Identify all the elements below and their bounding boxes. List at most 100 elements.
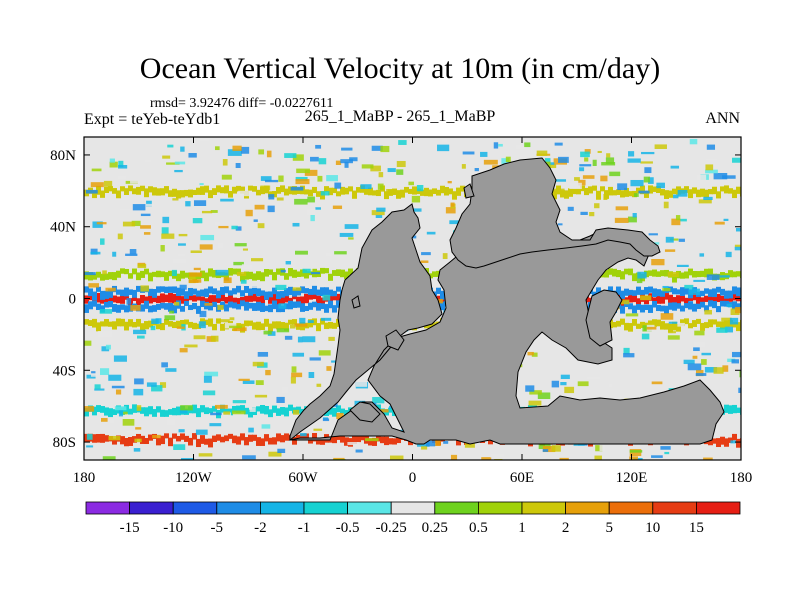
field-band-7 xyxy=(176,435,181,442)
field-band-5 xyxy=(132,188,137,195)
field-band-1 xyxy=(184,291,189,299)
field-band-5 xyxy=(584,187,589,196)
field-cell xyxy=(171,269,177,277)
field-cell xyxy=(695,373,707,376)
field-band-4 xyxy=(248,320,253,326)
field-cell xyxy=(668,331,676,334)
field-band-2 xyxy=(636,303,641,310)
field-band-6 xyxy=(200,405,205,413)
field-band-5 xyxy=(656,186,661,194)
field-band-5 xyxy=(716,191,721,199)
field-cell xyxy=(443,441,449,444)
field-band-7 xyxy=(160,435,165,445)
field-band-4 xyxy=(660,321,665,330)
field-cell xyxy=(133,448,141,452)
field-band-1 xyxy=(292,289,297,297)
field-cell xyxy=(144,159,151,163)
field-band-5 xyxy=(736,186,741,194)
field-band-5 xyxy=(692,187,697,194)
field-band-1 xyxy=(628,289,633,296)
field-band-0 xyxy=(272,293,277,303)
field-band-4 xyxy=(684,318,689,325)
field-cell xyxy=(109,418,115,424)
field-cell xyxy=(567,206,574,211)
field-cell xyxy=(544,158,551,164)
field-band-2 xyxy=(716,306,721,313)
field-cell xyxy=(200,234,215,241)
field-band-2 xyxy=(160,302,165,309)
field-band-4 xyxy=(160,322,165,331)
field-cell xyxy=(140,285,149,292)
field-cell xyxy=(134,438,142,443)
field-band-7 xyxy=(180,433,185,440)
field-band-4 xyxy=(652,319,657,327)
field-band-2 xyxy=(736,303,741,311)
field-cell xyxy=(605,157,615,164)
field-band-6 xyxy=(128,408,133,415)
field-cell xyxy=(701,352,712,356)
field-band-1 xyxy=(436,287,441,294)
field-cell xyxy=(586,376,601,380)
field-cell xyxy=(671,218,681,226)
field-band-2 xyxy=(84,304,89,313)
field-cell xyxy=(349,157,358,162)
field-band-1 xyxy=(632,290,637,296)
field-band-4 xyxy=(136,318,141,327)
field-band-3 xyxy=(692,271,697,278)
field-band-7 xyxy=(720,436,725,445)
field-band-5 xyxy=(652,186,657,192)
field-band-1 xyxy=(228,290,233,296)
field-cell xyxy=(102,456,116,460)
field-band-1 xyxy=(288,286,293,296)
field-cell xyxy=(192,218,203,224)
field-cell xyxy=(325,253,333,257)
field-band-5 xyxy=(460,185,465,192)
field-band-7 xyxy=(304,433,309,439)
field-band-7 xyxy=(280,435,285,443)
field-cell xyxy=(198,138,210,142)
field-band-2 xyxy=(112,304,117,312)
field-band-2 xyxy=(212,301,217,308)
field-band-5 xyxy=(180,190,185,199)
field-band-1 xyxy=(700,290,705,297)
field-band-6 xyxy=(280,407,285,415)
field-band-6 xyxy=(148,406,153,415)
field-band-7 xyxy=(196,438,201,448)
field-band-0 xyxy=(216,295,221,303)
field-cell xyxy=(190,250,202,254)
field-cell xyxy=(217,242,224,249)
field-cell xyxy=(524,142,531,148)
field-band-1 xyxy=(332,290,337,297)
field-cell xyxy=(706,144,716,150)
field-band-6 xyxy=(240,405,245,413)
field-band-1 xyxy=(84,286,89,293)
field-band-7 xyxy=(156,437,161,446)
field-cell xyxy=(193,200,207,207)
field-band-3 xyxy=(624,268,629,275)
field-band-4 xyxy=(696,318,701,324)
field-cell xyxy=(542,449,549,452)
field-cell xyxy=(165,368,177,372)
field-cell xyxy=(663,201,669,209)
field-band-4 xyxy=(284,322,289,331)
field-cell xyxy=(92,221,103,228)
case-label: 265_1_MaBP - 265_1_MaBP xyxy=(304,108,496,125)
field-cell xyxy=(713,367,724,374)
field-band-7 xyxy=(708,437,713,446)
field-band-0 xyxy=(716,293,721,303)
field-cell xyxy=(267,205,275,213)
field-band-6 xyxy=(192,404,197,414)
field-band-3 xyxy=(428,273,433,279)
field-cell xyxy=(678,238,685,242)
field-band-2 xyxy=(224,304,229,312)
field-band-5 xyxy=(444,187,449,196)
field-cell xyxy=(734,246,741,251)
field-band-7 xyxy=(212,435,217,443)
field-band-4 xyxy=(96,322,101,332)
field-cell xyxy=(675,215,681,221)
field-cell xyxy=(668,321,678,324)
field-cell xyxy=(292,352,305,357)
field-band-1 xyxy=(328,289,333,297)
field-cell xyxy=(528,400,542,406)
field-cell xyxy=(284,335,293,340)
